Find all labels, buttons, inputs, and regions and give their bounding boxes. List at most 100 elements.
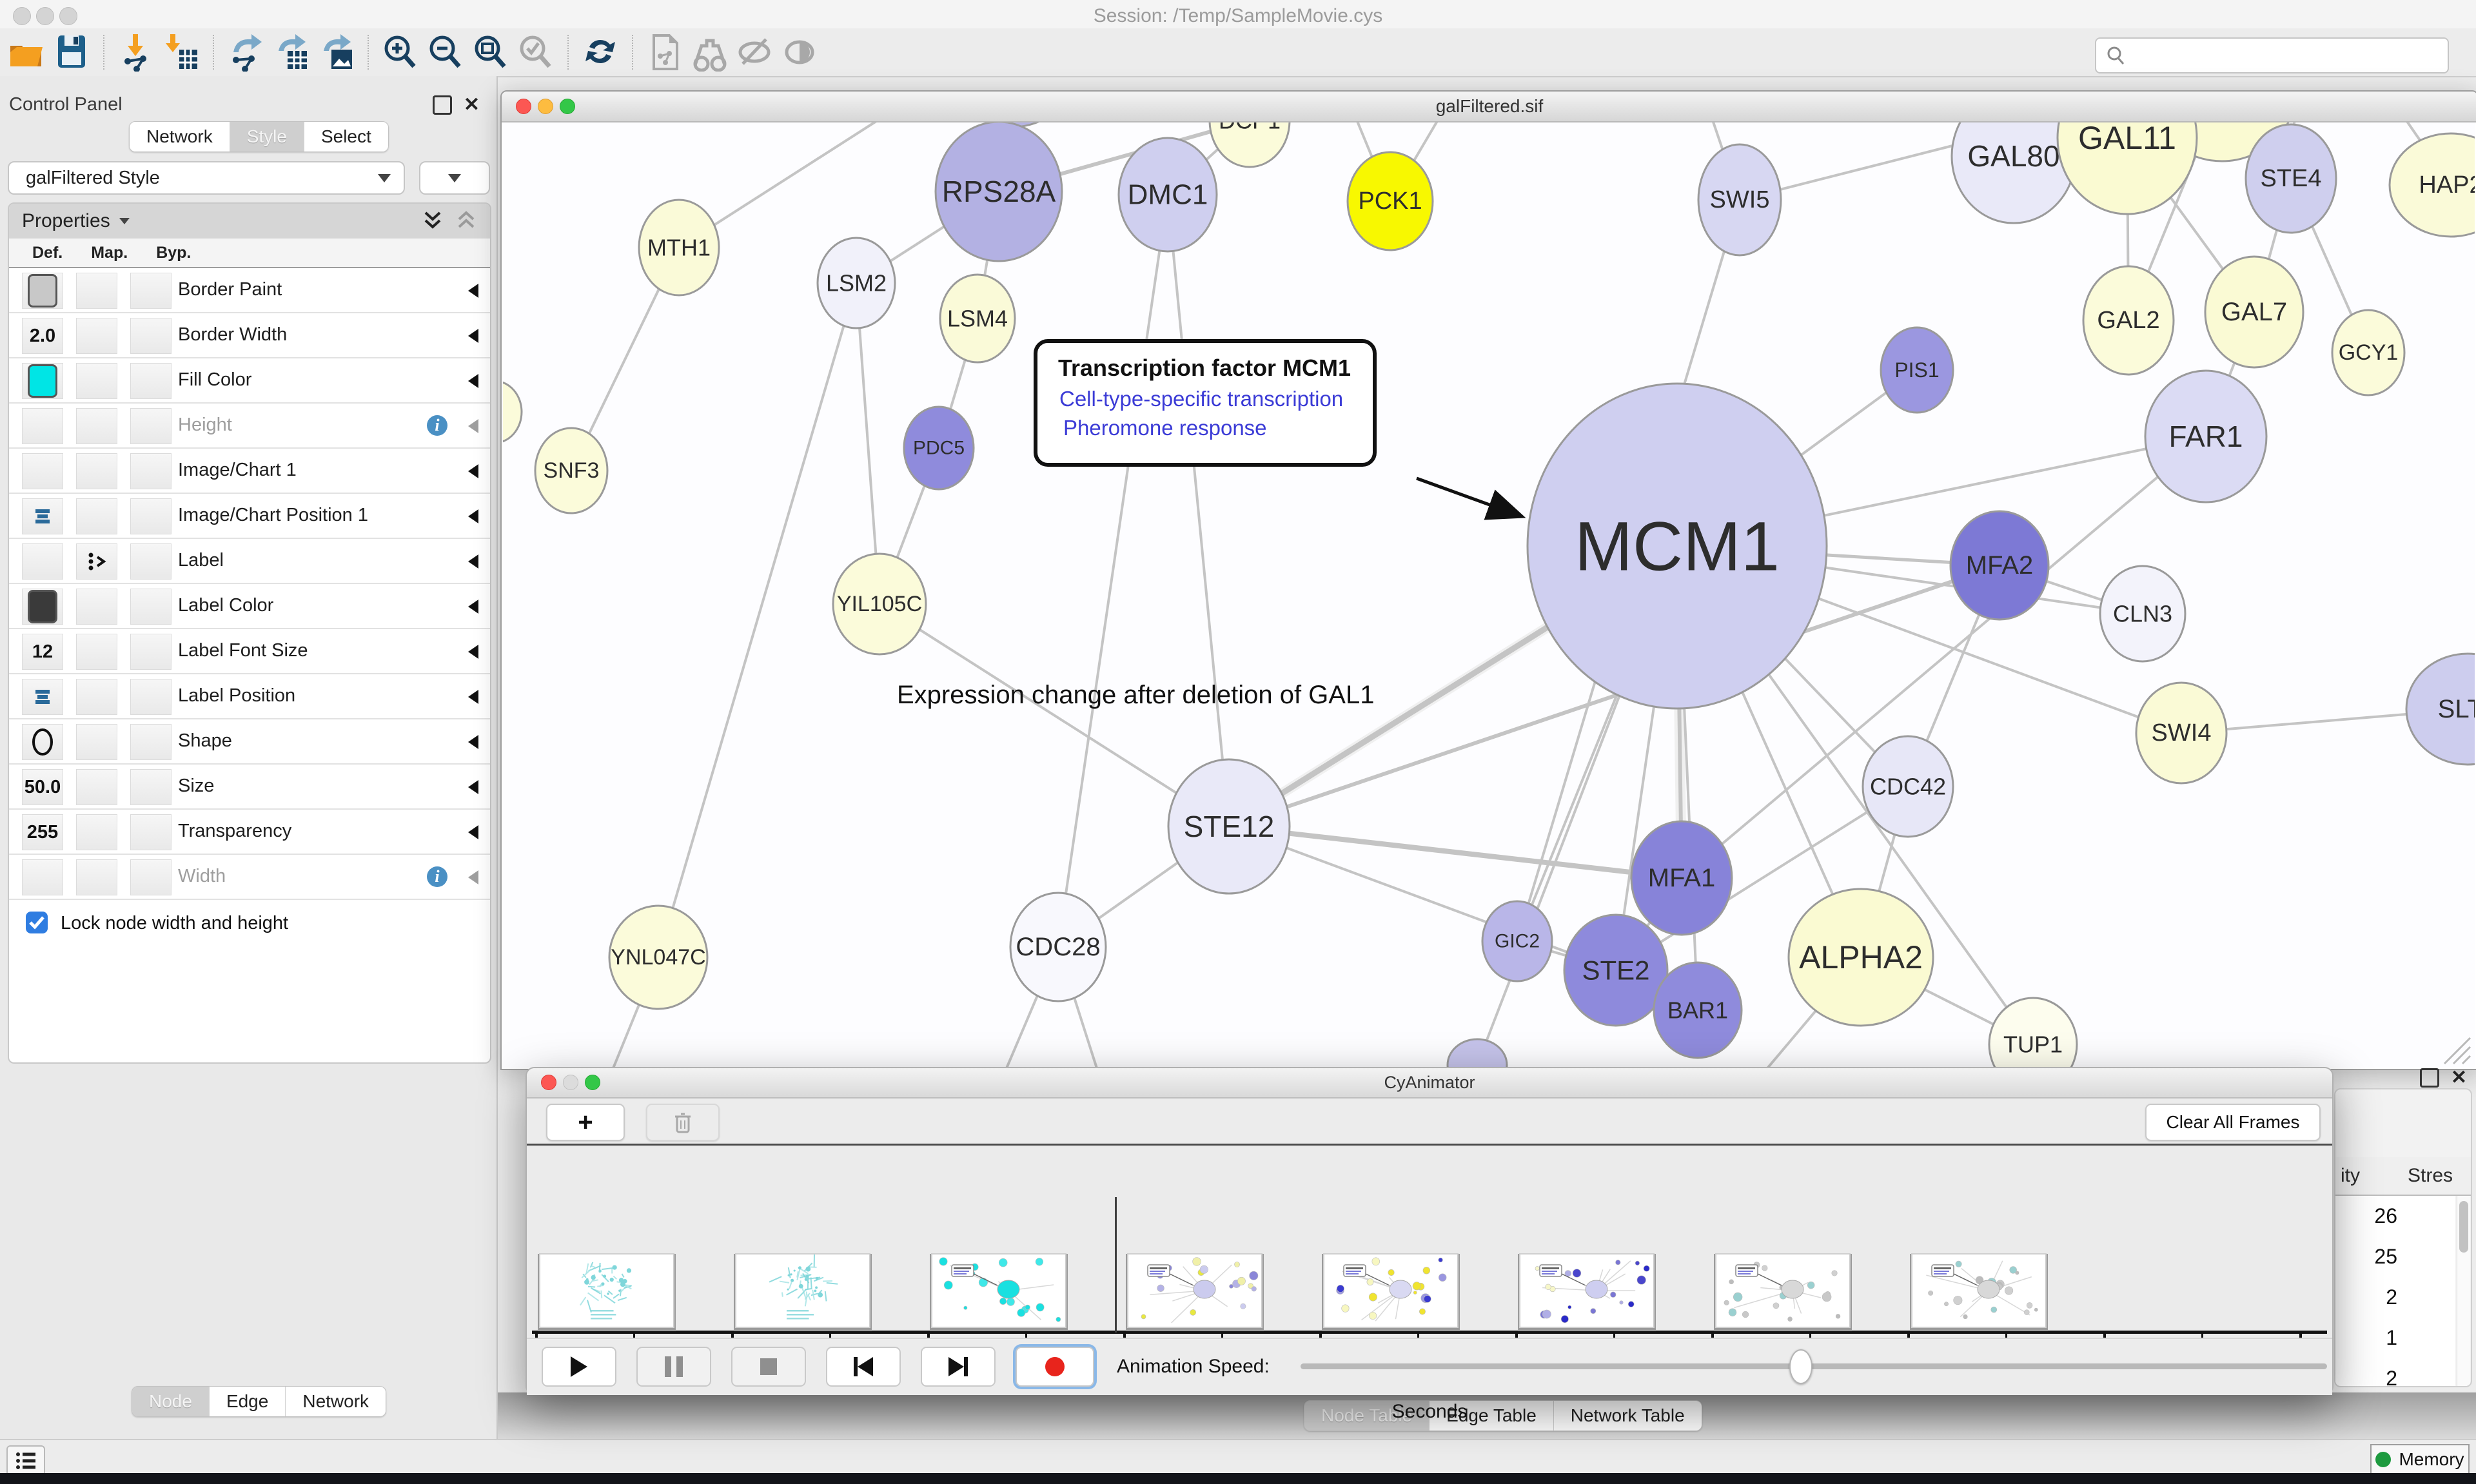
network-node-mfa2[interactable]: MFA2 [1949, 510, 2050, 621]
table-cell[interactable]: 26 [2374, 1204, 2397, 1227]
frame-thumbnail-1[interactable] [735, 1253, 870, 1328]
network-node-lsm2[interactable]: LSM2 [816, 237, 896, 329]
tab-style[interactable]: Style [230, 122, 304, 151]
network-node-bar1[interactable]: BAR1 [1653, 961, 1743, 1059]
cyanimator-titlebar[interactable]: CyAnimator [527, 1068, 2332, 1098]
network-node-cdc28[interactable]: CDC28 [1009, 892, 1107, 1002]
maximize-window-icon[interactable] [560, 99, 575, 114]
float-panel-icon[interactable] [432, 95, 452, 115]
minimize-window-icon[interactable] [563, 1075, 578, 1090]
mapping-cell[interactable] [76, 318, 117, 354]
property-row-shape[interactable]: Shape [9, 719, 490, 765]
network-edge[interactable] [1228, 824, 1682, 881]
animation-speed-slider-thumb[interactable] [1789, 1349, 1813, 1384]
network-node-gal80[interactable]: GAL80 [1950, 122, 2077, 224]
clear-all-frames-button[interactable]: Clear All Frames [2145, 1104, 2321, 1141]
cyanimator-timeline[interactable]: 0123456789 Seconds [527, 1146, 2332, 1422]
bypass-cell[interactable] [130, 408, 172, 444]
default-cell[interactable] [22, 724, 63, 760]
position-icon[interactable] [33, 508, 52, 525]
default-cell[interactable] [22, 408, 63, 444]
zoom-out-icon[interactable] [427, 34, 464, 71]
mapping-cell[interactable] [76, 814, 117, 850]
network-node-dmc1[interactable]: DMC1 [1117, 137, 1218, 253]
frame-thumbnail-3[interactable] [1127, 1253, 1263, 1328]
tab-node[interactable]: Node [132, 1387, 210, 1416]
annotation-link[interactable]: Cell-type-specific transcription [1059, 387, 1344, 411]
network-node-ste12[interactable]: STE12 [1167, 758, 1291, 895]
tab-node-table[interactable]: Node Table [1304, 1401, 1430, 1430]
mapping-cell[interactable] [76, 679, 117, 715]
bypass-cell[interactable] [130, 814, 172, 850]
export-image-icon[interactable] [317, 34, 355, 71]
import-table-icon[interactable] [162, 34, 200, 71]
export-network-icon[interactable] [227, 34, 264, 72]
mapping-cell[interactable] [76, 363, 117, 399]
close-window-icon[interactable] [13, 7, 31, 25]
network-node[interactable] [503, 381, 523, 443]
annotation-box[interactable]: Transcription factor MCM1 Cell-type-spec… [1034, 339, 1377, 467]
tab-edge[interactable]: Edge [209, 1387, 286, 1416]
add-frame-button[interactable]: + [546, 1104, 625, 1141]
delete-frame-button[interactable] [646, 1104, 720, 1141]
default-cell[interactable] [22, 363, 63, 399]
network-node-snf3[interactable]: SNF3 [534, 427, 609, 514]
property-row-height[interactable]: Height i [9, 404, 490, 449]
mapping-cell[interactable] [76, 769, 117, 805]
default-cell[interactable] [22, 589, 63, 625]
network-edge[interactable] [878, 603, 1230, 828]
network-node-slt2[interactable]: SLT2 [2405, 652, 2475, 766]
mapping-cell[interactable] [76, 408, 117, 444]
resize-grip-icon[interactable] [2443, 1037, 2471, 1065]
frame-thumbnail-7[interactable] [1911, 1253, 2047, 1328]
network-node-ste4[interactable]: STE4 [2245, 123, 2337, 234]
bypass-cell[interactable] [130, 318, 172, 354]
expand-row-icon[interactable] [468, 645, 478, 659]
memory-button[interactable]: Memory [2370, 1444, 2470, 1475]
expand-row-icon[interactable] [468, 284, 478, 298]
duplicate-network-icon[interactable] [646, 34, 683, 71]
color-swatch[interactable] [28, 590, 57, 623]
style-selector[interactable]: galFiltered Style [8, 161, 405, 195]
show-icon[interactable] [781, 34, 819, 71]
table-column-header[interactable]: ity [2341, 1165, 2360, 1186]
table-cell[interactable]: 1 [2386, 1326, 2397, 1349]
bypass-cell[interactable] [130, 679, 172, 715]
default-cell[interactable] [22, 453, 63, 489]
network-node-mth1[interactable]: MTH1 [638, 199, 720, 297]
default-value[interactable]: 50.0 [24, 776, 61, 797]
stop-button[interactable] [731, 1347, 806, 1387]
default-cell[interactable] [22, 273, 63, 309]
network-window-titlebar[interactable]: galFiltered.sif [502, 92, 2476, 122]
bypass-cell[interactable] [130, 453, 172, 489]
expand-row-icon[interactable] [468, 419, 478, 433]
network-node-cln3[interactable]: CLN3 [2099, 565, 2186, 663]
expand-row-icon[interactable] [468, 374, 478, 388]
style-options-button[interactable] [419, 161, 490, 195]
mapping-cell[interactable] [76, 634, 117, 670]
default-cell[interactable] [22, 859, 63, 895]
network-node-gcy1[interactable]: GCY1 [2331, 309, 2406, 396]
default-cell[interactable]: 255 [22, 814, 63, 850]
network-node[interactable] [1446, 1038, 1508, 1068]
table-cell[interactable]: 2 [2386, 1285, 2397, 1309]
property-row-border-width[interactable]: 2.0 Border Width [9, 313, 490, 358]
property-row-label-color[interactable]: Label Color [9, 584, 490, 629]
network-node-ste2[interactable]: STE2 [1563, 913, 1669, 1027]
expand-row-icon[interactable] [468, 600, 478, 614]
expand-row-icon[interactable] [468, 554, 478, 569]
bypass-cell[interactable] [130, 724, 172, 760]
property-row-border-paint[interactable]: Border Paint [9, 268, 490, 313]
frame-thumbnail-2[interactable] [931, 1253, 1066, 1328]
expand-row-icon[interactable] [468, 870, 478, 884]
network-node-far1[interactable]: FAR1 [2144, 369, 2268, 503]
default-cell[interactable] [22, 543, 63, 580]
network-edge[interactable] [855, 282, 881, 605]
default-value[interactable]: 2.0 [29, 325, 56, 346]
ellipse-shape-icon[interactable] [31, 728, 54, 756]
network-node-pis1[interactable]: PIS1 [1880, 326, 1954, 414]
info-icon[interactable]: i [427, 866, 447, 887]
network-edge[interactable] [1680, 435, 2207, 879]
network-node-gal11[interactable]: GAL11 [2056, 122, 2198, 215]
expand-row-icon[interactable] [468, 780, 478, 794]
